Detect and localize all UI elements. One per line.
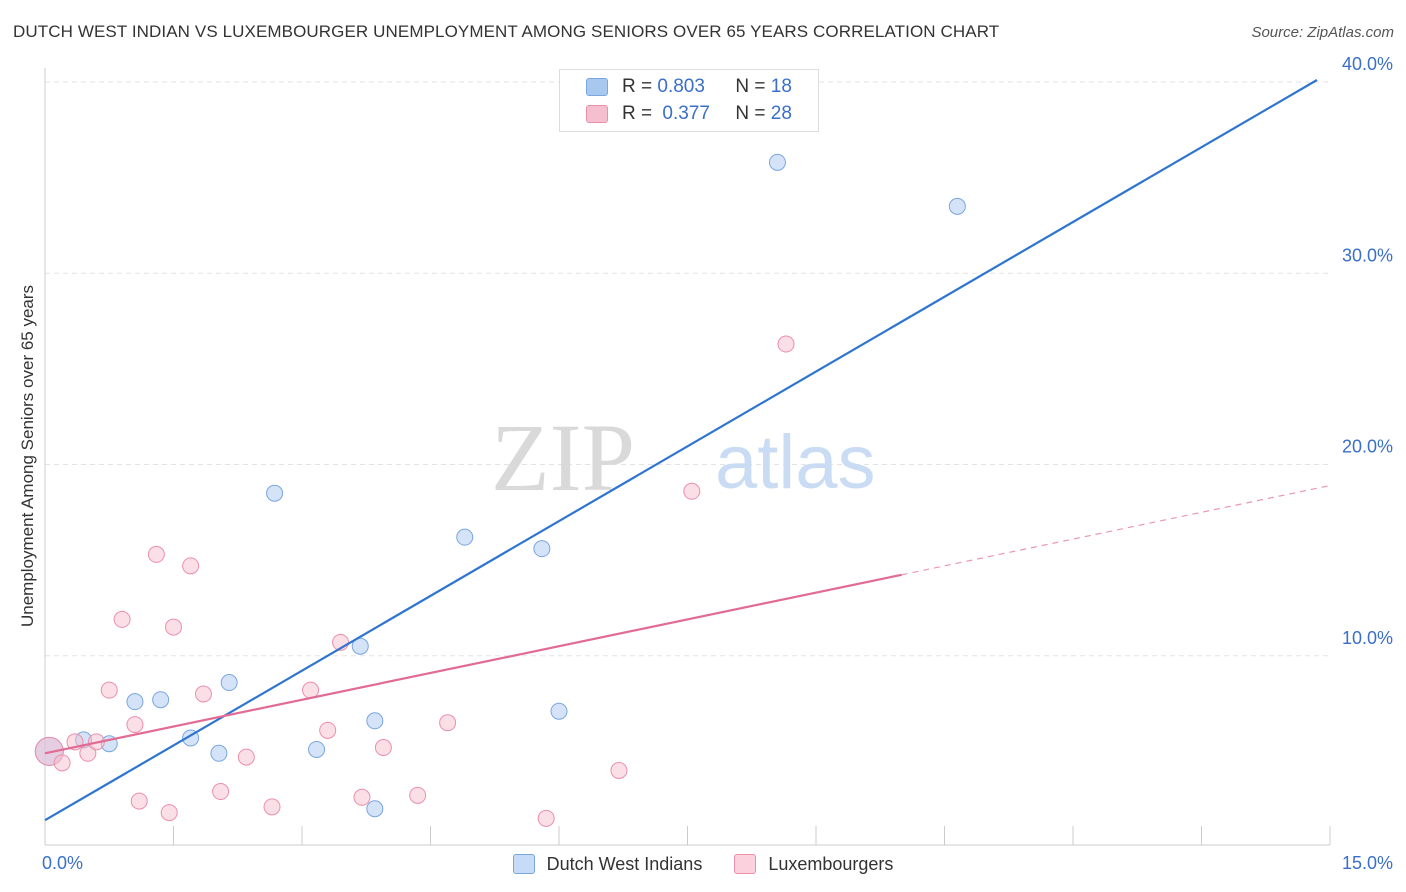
legend-label: Dutch West Indians: [546, 853, 703, 874]
data-point-luxembourgers: [165, 618, 182, 636]
data-point-luxembourgers: [263, 798, 281, 816]
data-point-luxembourgers: [439, 714, 457, 732]
data-point-luxembourgers: [374, 739, 392, 757]
r-label: R =: [622, 76, 658, 97]
y-tick-label: 30.0%: [1342, 245, 1393, 265]
watermark-atlas: atlas: [715, 420, 876, 505]
trend-line-extension-luxembourgers: [901, 484, 1331, 576]
data-point-dutch-west-indians: [351, 637, 369, 655]
y-tick-label: 10.0%: [1342, 628, 1393, 648]
n-label: N =: [735, 76, 771, 97]
data-points: [34, 153, 966, 827]
data-point-luxembourgers: [777, 335, 795, 353]
data-point-dutch-west-indians: [768, 153, 786, 171]
watermark: ZIP atlas: [491, 404, 876, 511]
data-point-dutch-west-indians: [366, 712, 384, 730]
n-label: N =: [735, 103, 771, 124]
data-point-luxembourgers: [610, 762, 628, 779]
legend-row-luxembourgers: R = 0.377 N = 28: [586, 103, 792, 125]
data-point-dutch-west-indians: [152, 691, 170, 709]
chart-title: DUTCH WEST INDIAN VS LUXEMBOURGER UNEMPL…: [13, 22, 1000, 41]
axes: [44, 68, 1331, 846]
data-point-luxembourgers: [319, 721, 337, 739]
r-label: R =: [622, 103, 658, 124]
tick-labels: 10.0% 20.0% 30.0% 40.0% 0.0% 15.0%: [42, 54, 1393, 873]
data-point-dutch-west-indians: [456, 528, 474, 546]
trend-lines: [44, 79, 1331, 822]
data-point-luxembourgers: [537, 809, 555, 827]
trend-line-luxembourgers: [44, 573, 902, 755]
data-point-luxembourgers: [53, 754, 71, 772]
legend-item-luxembourgers[interactable]: Luxembourgers: [734, 854, 893, 875]
data-point-luxembourgers: [683, 482, 701, 500]
data-point-luxembourgers: [147, 545, 165, 563]
data-point-luxembourgers: [182, 557, 200, 575]
data-point-dutch-west-indians: [266, 484, 284, 502]
source-note: Source: ZipAtlas.com: [1251, 24, 1394, 41]
r-value: 0.377: [662, 103, 710, 124]
r-value: 0.803: [657, 76, 705, 97]
data-point-dutch-west-indians: [220, 674, 238, 692]
series-legend: Dutch West Indians Luxembourgers: [0, 851, 1406, 877]
data-point-luxembourgers: [194, 685, 212, 703]
legend-item-dutch-west-indians[interactable]: Dutch West Indians: [512, 853, 703, 875]
data-point-luxembourgers: [212, 783, 230, 801]
data-point-luxembourgers: [353, 788, 371, 806]
data-point-dutch-west-indians: [550, 702, 568, 720]
data-point-luxembourgers: [160, 804, 178, 822]
data-point-dutch-west-indians: [126, 693, 144, 711]
legend-swatch-pink: [586, 105, 608, 123]
data-point-dutch-west-indians: [366, 800, 384, 818]
data-point-dutch-west-indians: [308, 740, 326, 758]
data-point-luxembourgers: [237, 748, 255, 766]
x-tick-label: 15.0%: [1342, 853, 1393, 873]
legend-label: Luxembourgers: [768, 853, 894, 874]
data-point-dutch-west-indians: [948, 197, 966, 215]
data-point-dutch-west-indians: [533, 540, 551, 558]
watermark-zip: ZIP: [491, 404, 635, 511]
data-point-luxembourgers: [126, 716, 144, 734]
legend-row-dutch-west-indians: R = 0.803 N = 18: [586, 76, 792, 98]
legend-swatch-blue: [512, 854, 535, 874]
data-point-dutch-west-indians: [210, 744, 228, 762]
data-point-luxembourgers: [130, 792, 148, 810]
x-tick-label: 0.0%: [42, 853, 83, 873]
y-tick-label: 20.0%: [1342, 437, 1393, 457]
data-point-luxembourgers: [409, 786, 427, 804]
legend-swatch-pink: [734, 854, 757, 874]
gridlines: [45, 81, 1330, 657]
legend-swatch-blue: [586, 78, 608, 96]
data-point-luxembourgers: [100, 681, 118, 699]
trend-line-dutch-west-indians: [44, 79, 1318, 822]
y-tick-label: 40.0%: [1342, 54, 1393, 74]
n-value: 18: [770, 76, 792, 97]
correlation-legend: R = 0.803 N = 18 R = 0.377 N = 28: [559, 69, 819, 132]
data-point-luxembourgers: [113, 610, 131, 628]
n-value: 28: [770, 103, 792, 124]
